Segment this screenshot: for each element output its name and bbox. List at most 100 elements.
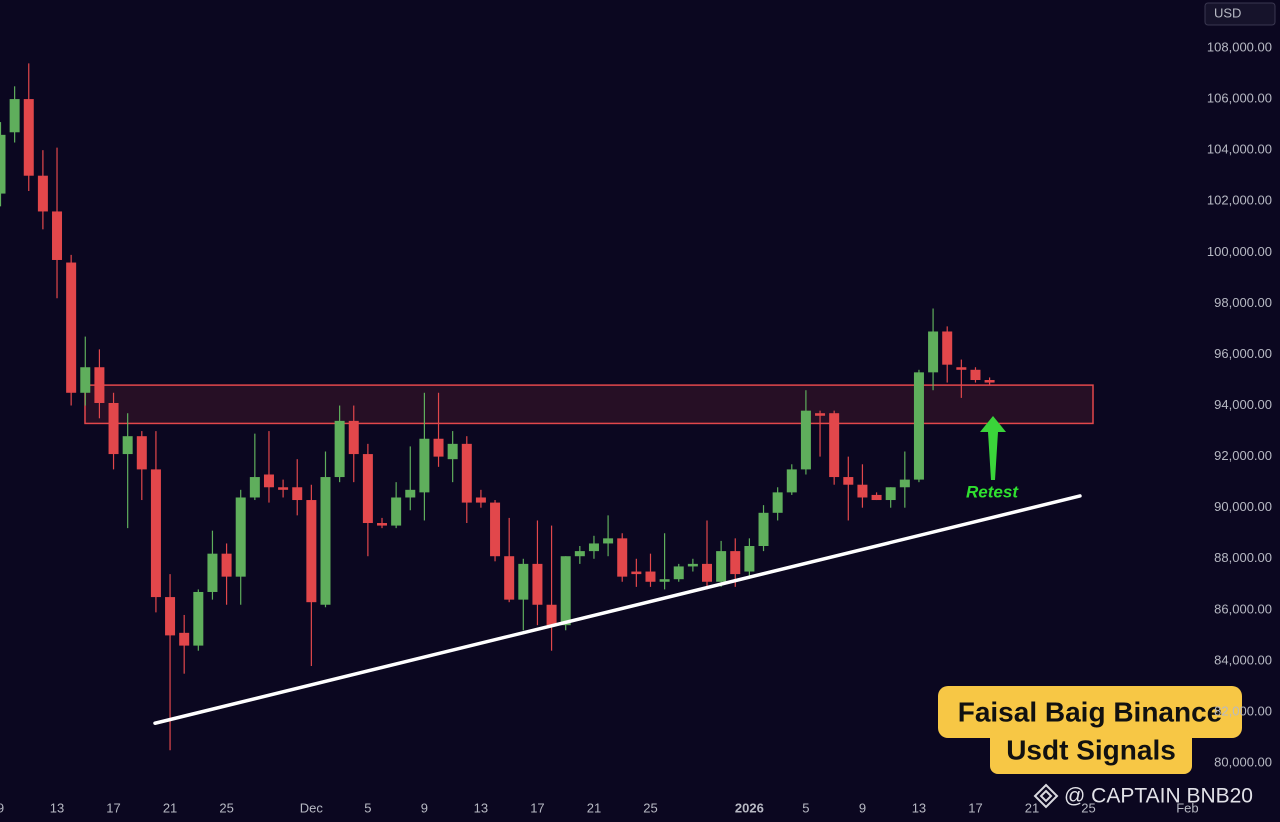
candle-body xyxy=(108,402,119,455)
candle-body xyxy=(278,487,289,490)
y-tick-label: 92,000.00 xyxy=(1214,448,1272,463)
x-tick-label: 13 xyxy=(474,800,488,815)
candle-body xyxy=(461,443,472,503)
candle-body xyxy=(292,487,303,501)
candle-body xyxy=(490,502,501,557)
x-tick-label: 13 xyxy=(912,800,926,815)
y-tick-label: 86,000.00 xyxy=(1214,601,1272,616)
watermark-box xyxy=(938,686,1242,738)
candle-body xyxy=(475,497,486,503)
candle-body xyxy=(899,479,910,488)
candle-body xyxy=(984,380,995,383)
candle-body xyxy=(786,469,797,493)
y-tick-label: 98,000.00 xyxy=(1214,295,1272,310)
candle-body xyxy=(348,420,359,455)
candle-body xyxy=(263,474,274,488)
credit: @ CAPTAIN BNB20 xyxy=(1064,785,1253,808)
y-tick-label: 100,000.00 xyxy=(1207,244,1272,259)
candle-body xyxy=(249,477,260,498)
x-tick-label: 2026 xyxy=(735,800,764,815)
candle-body xyxy=(207,553,218,592)
y-tick-label: 84,000.00 xyxy=(1214,652,1272,667)
y-tick-label: 82,000.00 xyxy=(1214,703,1272,718)
candle-body xyxy=(377,523,388,526)
candle-body xyxy=(829,413,840,478)
candle-body xyxy=(80,367,91,393)
x-tick-label: 9 xyxy=(421,800,428,815)
candle-body xyxy=(758,512,769,547)
candle-body xyxy=(730,551,741,575)
candle-body xyxy=(928,331,939,373)
candle-body xyxy=(433,438,444,457)
candle-body xyxy=(235,497,246,577)
currency-label: USD xyxy=(1214,5,1241,20)
candle-body xyxy=(772,492,783,513)
candle-body xyxy=(94,367,105,403)
candle-body xyxy=(532,563,543,605)
y-tick-label: 80,000.00 xyxy=(1214,755,1272,770)
x-tick-label: 9 xyxy=(0,800,4,815)
candle-body xyxy=(136,436,147,470)
x-tick-label: 21 xyxy=(1025,800,1039,815)
x-tick-label: 21 xyxy=(587,800,601,815)
x-tick-label: 25 xyxy=(219,800,233,815)
candle-body xyxy=(560,556,571,626)
watermark-line: Usdt Signals xyxy=(1006,734,1176,765)
candle-body xyxy=(306,500,317,603)
candle-body xyxy=(37,175,48,212)
x-tick-label: 25 xyxy=(1081,800,1095,815)
candle-body xyxy=(150,469,161,598)
candle-body xyxy=(942,331,953,365)
candle-body xyxy=(588,543,599,552)
candle-body xyxy=(193,591,204,646)
candle-body xyxy=(0,134,6,194)
candle-body xyxy=(913,372,924,480)
candle-body xyxy=(645,571,656,582)
candle-body xyxy=(504,556,515,600)
candle-body xyxy=(334,420,345,478)
x-tick-label: 21 xyxy=(163,800,177,815)
candle-body xyxy=(320,477,331,605)
x-tick-label: 13 xyxy=(50,800,64,815)
candle-body xyxy=(574,551,585,557)
x-tick-label: 5 xyxy=(802,800,809,815)
resistance-zone xyxy=(84,384,1094,425)
y-tick-label: 102,000.00 xyxy=(1207,193,1272,208)
candle-body xyxy=(179,632,190,646)
retest-arrow xyxy=(980,416,1006,480)
x-tick-label: 25 xyxy=(643,800,657,815)
y-tick-label: 96,000.00 xyxy=(1214,346,1272,361)
candle-body xyxy=(165,597,176,636)
candle-body xyxy=(518,563,529,600)
currency-box xyxy=(1204,2,1276,26)
candle-body xyxy=(631,571,642,575)
candle-body xyxy=(66,262,77,393)
y-tick-label: 88,000.00 xyxy=(1214,550,1272,565)
candle-body xyxy=(23,99,34,176)
candle-body xyxy=(405,489,416,498)
candle-body xyxy=(617,538,628,577)
candle-body xyxy=(9,99,20,133)
candle-body xyxy=(716,551,727,582)
candle-body xyxy=(603,538,614,544)
candle-body xyxy=(885,487,896,501)
candle-body xyxy=(221,553,232,577)
watermark-line: Faisal Baig Binance xyxy=(958,696,1223,727)
candle-body xyxy=(52,211,63,260)
x-tick-label: 17 xyxy=(106,800,120,815)
x-tick-label: 5 xyxy=(364,800,371,815)
candle-body xyxy=(815,413,826,416)
x-tick-label: 17 xyxy=(530,800,544,815)
candle-body xyxy=(673,566,684,580)
candle-body xyxy=(702,563,712,582)
y-tick-label: 106,000.00 xyxy=(1207,91,1272,106)
plot-area xyxy=(0,63,1094,751)
candle-body xyxy=(970,369,981,381)
candle-body xyxy=(857,484,868,498)
y-tick-label: 90,000.00 xyxy=(1214,499,1272,514)
x-tick-label: 9 xyxy=(859,800,866,815)
x-tick-label: Dec xyxy=(300,800,324,815)
candle-body xyxy=(362,454,373,524)
